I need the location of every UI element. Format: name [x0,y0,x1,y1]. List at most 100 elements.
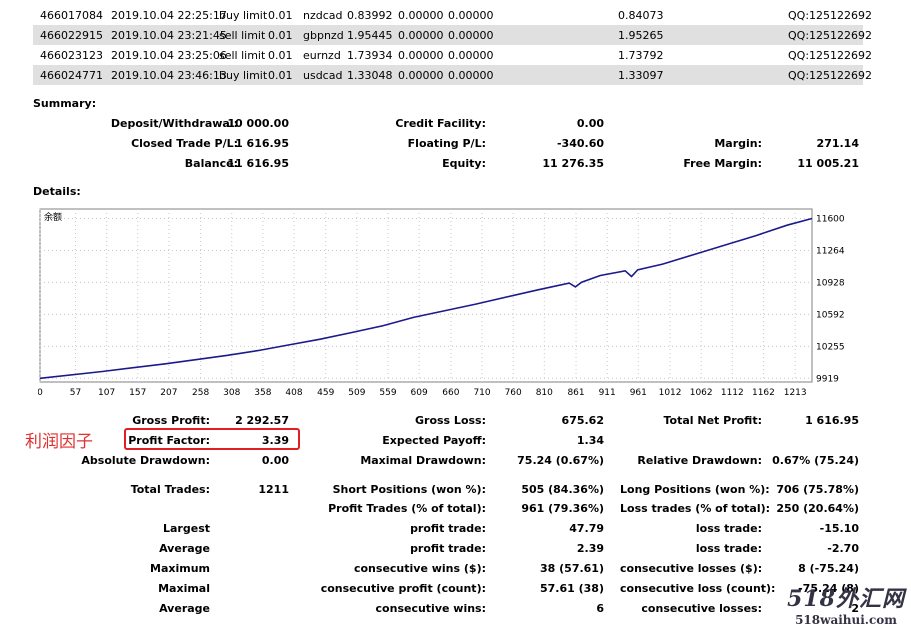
balance-value: 11 616.95 [227,157,289,170]
margin-label: Margin: [714,137,762,150]
cell-size: 0.01 [268,49,293,62]
x-tick-label: 911 [599,388,616,398]
cell-sl: 0.00000 [398,49,444,62]
chart-plot-area [39,208,813,383]
largest-loss-value: -15.10 [819,522,859,535]
x-tick-label: 1162 [752,388,775,398]
average-profit-label: profit trade: [410,542,486,555]
profit-factor-value: 3.39 [261,434,289,447]
x-tick-label: 559 [379,388,396,398]
x-tick-label: 861 [567,388,584,398]
y-tick-label: 10255 [816,342,845,352]
cell-time: 2019.10.04 22:25:17 [111,9,227,22]
average-label: Average [159,542,210,555]
x-tick-label: 1213 [784,388,807,398]
x-tick-label: 660 [442,388,459,398]
expected-payoff-value: 1.34 [576,434,604,447]
absolute-drawdown-value: 0.00 [261,454,289,467]
cell-tp: 0.00000 [448,69,494,82]
table-row: 466022915 2019.10.04 23:21:45 sell limit 0.… [33,25,872,45]
maximal-loss-label: consecutive loss (count): [620,582,776,595]
cell-sl: 0.00000 [398,9,444,22]
x-tick-label: 0 [38,388,43,398]
table-row: 466017084 2019.10.04 22:25:17 buy limit 0.0… [33,5,872,25]
x-tick-label: 609 [411,388,428,398]
cell-symbol: eurnzd [303,49,341,62]
cell-symbol: gbpnzd [303,29,344,42]
maximal-profit-value: 57.61 (38) [540,582,604,595]
x-tick-label: 810 [536,388,553,398]
cell-tp: 0.00000 [448,9,494,22]
relative-drawdown-value: 0.67% (75.24) [772,454,859,467]
x-tick-label: 760 [505,388,522,398]
total-net-value: 1 616.95 [805,414,859,427]
gross-profit-value: 2 292.57 [235,414,289,427]
cell-size: 0.01 [268,29,293,42]
max-consecutive-wins-value: 38 (57.61) [540,562,604,575]
x-tick-label: 408 [285,388,302,398]
profit-factor-annotation: 利润因子 [25,432,93,452]
x-tick-label: 961 [630,388,647,398]
deposit-label: Deposit/Withdrawal: [110,117,238,130]
x-tick-label: 509 [348,388,365,398]
cell-market: 1.73792 [618,49,664,62]
equity-value: 11 276.35 [542,157,604,170]
x-tick-label: 157 [129,388,146,398]
gross-loss-label: Gross Loss: [415,414,486,427]
total-trades-label: Total Trades: [130,483,210,496]
cell-symbol: nzdcad [303,9,343,22]
x-tick-label: 308 [223,388,240,398]
profit-trades-label: Profit Trades (% of total): [328,502,486,515]
x-tick-label: 258 [192,388,209,398]
cell-price: 1.73934 [347,49,393,62]
loss-trades-label: Loss trades (% of total): [620,502,771,515]
cell-comment: QQ:125122692 [788,49,873,62]
absolute-drawdown-label: Absolute Drawdown: [81,454,210,467]
cell-comment: QQ:125122692 [788,29,873,42]
cell-price: 0.83992 [347,9,393,22]
long-positions-value: 706 (75.78%) [776,483,859,496]
average2-label: Average [159,602,210,615]
cell-comment: QQ:125122692 [788,69,873,82]
cell-tp: 0.00000 [448,29,494,42]
relative-drawdown-label: Relative Drawdown: [637,454,762,467]
floating-pl-label: Floating P/L: [407,137,486,150]
balance-line [39,217,813,380]
cell-market: 1.95265 [618,29,664,42]
table-row: 466023123 2019.10.04 23:25:06 sell limit 0.… [33,45,872,65]
watermark-title: 518外汇网 [787,586,905,612]
cell-time: 2019.10.04 23:21:45 [111,29,227,42]
max-consecutive-wins-label: consecutive wins ($): [353,562,486,575]
chart-title: 余额 [44,211,62,223]
avg-consecutive-losses-label: consecutive losses: [641,602,762,615]
cell-time: 2019.10.04 23:25:06 [111,49,227,62]
cell-ticket: 466022915 [40,29,103,42]
cell-size: 0.01 [268,69,293,82]
free-margin-value: 11 005.21 [797,157,859,170]
cell-type: buy limit [219,69,268,82]
largest-profit-label: profit trade: [410,522,486,535]
floating-pl-value: -340.60 [556,137,604,150]
free-margin-label: Free Margin: [683,157,762,170]
details-heading: Details: [33,185,81,198]
gross-loss-value: 675.62 [561,414,604,427]
maximum-label: Maximum [150,562,210,575]
cell-size: 0.01 [268,9,293,22]
largest-loss-label: loss trade: [695,522,762,535]
avg-consecutive-wins-value: 6 [596,602,604,615]
average-loss-label: loss trade: [695,542,762,555]
maximal-profit-label: consecutive profit (count): [320,582,486,595]
watermark-url: 518waihui.com [795,613,897,627]
summary-heading: Summary: [33,97,97,110]
table-row: 466024771 2019.10.04 23:46:13 buy limit 0.0… [33,65,872,85]
closed-pl-value: 1 616.95 [235,137,289,150]
cell-market: 1.33097 [618,69,664,82]
x-tick-label: 358 [254,388,271,398]
average-loss-value: -2.70 [827,542,859,555]
gross-profit-label: Gross Profit: [132,414,210,427]
cell-ticket: 466023123 [40,49,103,62]
max-consecutive-losses-value: 8 (-75.24) [798,562,859,575]
cell-market: 0.84073 [618,9,664,22]
maximal-drawdown-label: Maximal Drawdown: [360,454,486,467]
profit-trades-value: 961 (79.36%) [521,502,604,515]
